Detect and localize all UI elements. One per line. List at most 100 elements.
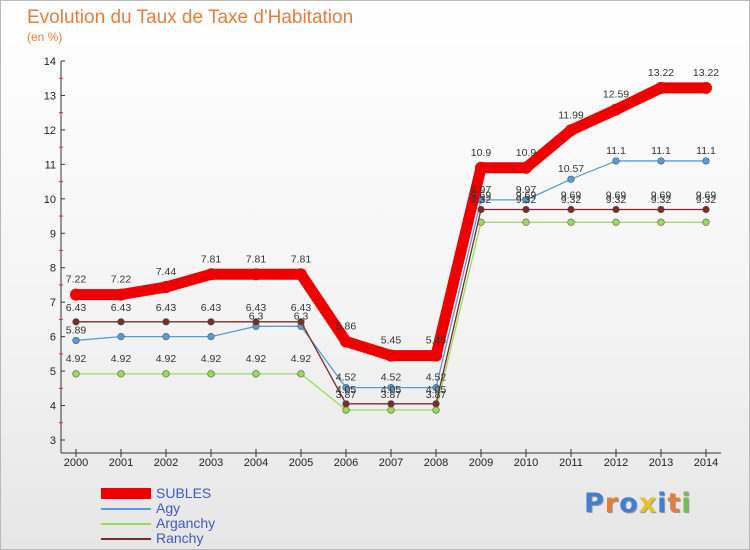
data-point-subles <box>385 349 397 362</box>
data-point-arganchy <box>342 406 350 414</box>
value-label-subles: 12.59 <box>603 89 629 101</box>
logo-letter: i <box>657 488 668 519</box>
y-tick-label: 9 <box>50 228 56 240</box>
value-label-agy: 10.57 <box>558 163 584 175</box>
data-point-ranchy <box>207 318 215 326</box>
legend-label: Agy <box>156 500 181 516</box>
value-label-subles: 11.99 <box>558 109 584 121</box>
legend-item-subles: SUBLES <box>101 486 301 501</box>
value-label-agy: 4.52 <box>381 372 402 384</box>
data-point-arganchy <box>702 218 710 226</box>
value-label-agy: 11.1 <box>696 145 716 157</box>
value-label-subles: 10.9 <box>471 147 492 159</box>
data-point-ranchy <box>297 318 305 326</box>
data-point-subles <box>610 103 622 116</box>
legend-item-arganchy: Arganchy <box>101 516 301 531</box>
data-point-arganchy <box>522 218 530 226</box>
y-tick-label: 11 <box>45 159 56 171</box>
value-label-arganchy: 9.32 <box>471 194 492 206</box>
data-point-ranchy <box>252 318 260 326</box>
value-label-subles: 7.44 <box>156 266 177 278</box>
x-tick-label: 2007 <box>379 457 403 469</box>
x-tick-label: 2000 <box>64 457 88 469</box>
data-point-subles <box>565 124 577 137</box>
value-label-subles: 13.22 <box>693 67 719 79</box>
value-label-ranchy: 9.69 <box>651 189 672 201</box>
x-tick-label: 2011 <box>559 457 583 469</box>
data-point-arganchy <box>432 406 440 414</box>
data-point-ranchy <box>72 318 80 326</box>
data-point-ranchy <box>387 400 395 408</box>
value-label-arganchy: 4.92 <box>156 353 177 365</box>
data-point-ranchy <box>117 318 125 326</box>
value-label-arganchy: 4.92 <box>111 353 132 365</box>
value-label-ranchy: 6.43 <box>111 302 132 314</box>
x-tick-label: 2014 <box>694 457 718 469</box>
value-label-agy: 9.97 <box>471 184 492 196</box>
x-tick-label: 2003 <box>199 457 223 469</box>
data-point-ranchy <box>567 205 575 214</box>
x-tick-label: 2012 <box>604 457 628 469</box>
y-tick-label: 7 <box>50 297 56 309</box>
value-label-subles: 7.81 <box>246 253 267 265</box>
data-point-agy <box>72 336 80 345</box>
value-label-subles: 13.22 <box>648 67 674 79</box>
value-label-subles: 10.9 <box>516 147 537 159</box>
data-point-agy <box>612 157 620 165</box>
data-point-agy <box>117 333 125 341</box>
value-label-arganchy: 3.87 <box>426 389 447 401</box>
x-tick-label: 2010 <box>514 457 538 469</box>
data-point-agy <box>342 384 350 392</box>
value-label-ranchy: 9.69 <box>516 189 537 201</box>
data-point-ranchy <box>342 400 350 408</box>
data-point-subles <box>295 268 307 281</box>
value-label-ranchy: 6.43 <box>156 302 177 314</box>
x-tick-label: 2002 <box>154 457 178 469</box>
value-label-arganchy: 9.32 <box>696 194 717 206</box>
value-label-arganchy: 9.32 <box>651 194 672 206</box>
data-point-subles <box>205 268 217 281</box>
legend-label: Arganchy <box>156 515 216 531</box>
data-point-arganchy <box>207 370 215 378</box>
value-label-arganchy: 4.92 <box>291 353 312 365</box>
value-label-ranchy: 9.69 <box>471 189 492 201</box>
value-label-arganchy: 3.87 <box>381 389 402 401</box>
value-label-subles: 5.45 <box>426 335 447 347</box>
value-label-agy: 11.1 <box>606 145 626 157</box>
data-point-ranchy <box>612 205 620 214</box>
data-point-arganchy <box>612 218 620 226</box>
value-label-subles: 7.81 <box>201 253 222 265</box>
y-tick-label: 8 <box>50 263 56 275</box>
y-tick-label: 13 <box>44 90 56 102</box>
data-point-ranchy <box>162 318 170 326</box>
data-point-subles <box>340 335 352 348</box>
value-label-arganchy: 9.32 <box>516 194 537 206</box>
data-point-arganchy <box>657 218 665 226</box>
value-label-arganchy: 9.32 <box>561 194 582 206</box>
value-label-agy: 9.97 <box>516 184 537 196</box>
data-point-agy <box>702 157 710 165</box>
data-point-arganchy <box>117 370 125 378</box>
data-point-subles <box>160 281 172 294</box>
legend-label: SUBLES <box>156 485 212 501</box>
value-label-arganchy: 3.87 <box>336 389 357 401</box>
data-point-agy <box>522 196 530 204</box>
data-point-subles <box>250 268 262 281</box>
data-point-subles <box>430 349 442 362</box>
y-tick-label: 10 <box>44 194 56 206</box>
value-label-subles: 7.81 <box>291 253 312 265</box>
data-point-subles <box>70 288 82 301</box>
y-tick-label: 6 <box>50 332 56 344</box>
value-label-arganchy: 4.92 <box>66 353 87 365</box>
value-label-agy: 6.3 <box>249 310 264 322</box>
x-tick-label: 2006 <box>334 457 358 469</box>
value-label-ranchy: 9.69 <box>561 189 582 201</box>
logo-letter: o <box>619 488 639 519</box>
data-point-subles <box>475 161 487 174</box>
legend-item-ranchy: Ranchy <box>101 531 301 546</box>
legend-swatch <box>101 508 151 510</box>
data-point-arganchy <box>252 370 260 378</box>
data-point-agy <box>162 333 170 341</box>
value-label-ranchy: 6.43 <box>291 302 312 314</box>
